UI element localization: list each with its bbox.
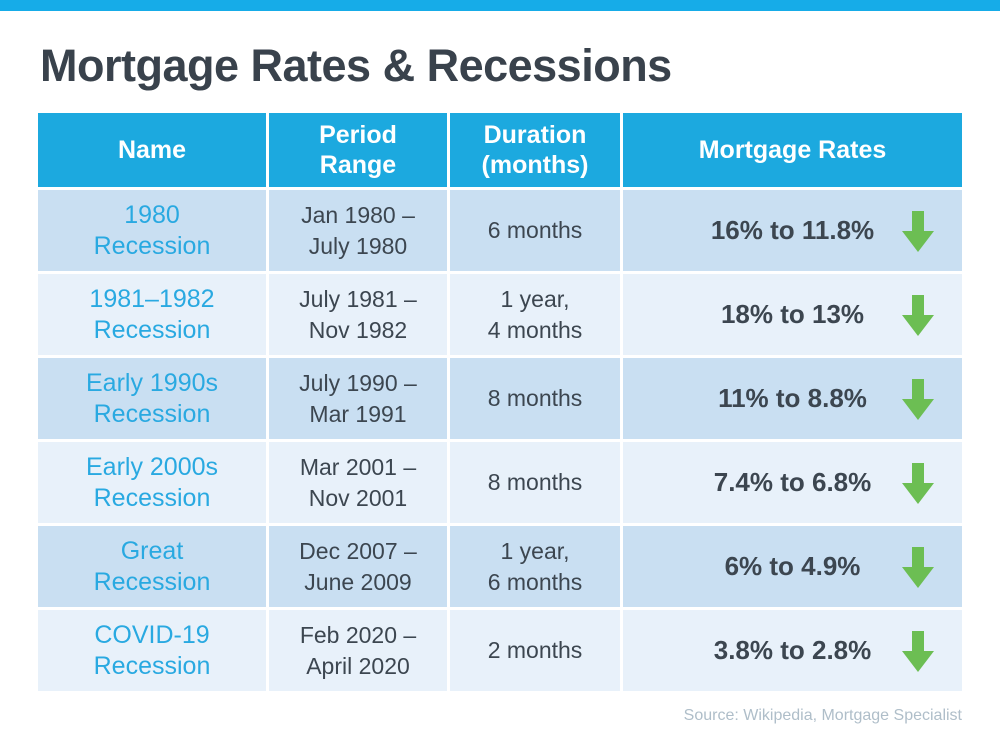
recessions-table: Name Period Range Duration (months) Mort… — [38, 113, 962, 691]
cell-line: 6 months — [487, 217, 583, 243]
cell-line: Nov 1982 — [308, 316, 408, 343]
row0-name-cell: 1980 Recession — [38, 190, 266, 271]
row3-duration-cell: 8 months — [450, 442, 620, 523]
row3-name-cell: Early 2000s Recession — [38, 442, 266, 523]
cell-line: Recession — [93, 567, 211, 596]
row0-rate-cell: 16% to 11.8% — [623, 190, 962, 271]
cell-line: 2 months — [487, 637, 583, 663]
cell-line: 1980 — [124, 200, 180, 229]
rate-value: 7.4% to 6.8% — [713, 467, 872, 497]
row4-name-cell: Great Recession — [38, 526, 266, 607]
down-arrow-icon — [902, 378, 934, 420]
header-line: Name — [117, 136, 187, 164]
row0-period-cell: Jan 1980 – July 1980 — [269, 190, 447, 271]
row4-period-cell: Dec 2007 – June 2009 — [269, 526, 447, 607]
cell-line: 1 year, — [500, 537, 570, 564]
header-line: Mortgage Rates — [698, 136, 887, 164]
down-arrow-icon — [902, 462, 934, 504]
row5-duration-cell: 2 months — [450, 610, 620, 691]
column-header-period-range: Period Range — [269, 113, 447, 187]
cell-line: Feb 2020 – — [299, 621, 417, 648]
down-arrow-icon — [902, 294, 934, 336]
header-line: (months) — [481, 151, 589, 179]
cell-line: Recession — [93, 651, 211, 680]
row3-period-cell: Mar 2001 – Nov 2001 — [269, 442, 447, 523]
cell-line: Mar 2001 – — [299, 453, 417, 480]
rate-value: 6% to 4.9% — [724, 551, 861, 581]
cell-line: April 2020 — [306, 652, 410, 679]
cell-line: 6 months — [487, 568, 583, 595]
row2-duration-cell: 8 months — [450, 358, 620, 439]
cell-line: COVID-19 — [94, 620, 210, 649]
row0-duration-cell: 6 months — [450, 190, 620, 271]
cell-line: 1 year, — [500, 285, 570, 312]
row1-rate-cell: 18% to 13% — [623, 274, 962, 355]
cell-line: June 2009 — [304, 568, 412, 595]
cell-line: 8 months — [487, 385, 583, 411]
row4-duration-cell: 1 year, 6 months — [450, 526, 620, 607]
column-header-name: Name — [38, 113, 266, 187]
cell-line: Recession — [93, 399, 211, 428]
row5-period-cell: Feb 2020 – April 2020 — [269, 610, 447, 691]
row4-rate-cell: 6% to 4.9% — [623, 526, 962, 607]
cell-line: Mar 1991 — [309, 400, 407, 427]
cell-line: Early 1990s — [85, 368, 219, 397]
column-header-mortgage-rates: Mortgage Rates — [623, 113, 962, 187]
header-line: Duration — [483, 121, 587, 149]
down-arrow-icon — [902, 210, 934, 252]
source-attribution: Source: Wikipedia, Mortgage Specialist — [683, 707, 962, 724]
cell-line: Dec 2007 – — [299, 537, 417, 564]
row5-name-cell: COVID-19 Recession — [38, 610, 266, 691]
row1-name-cell: 1981–1982 Recession — [38, 274, 266, 355]
cell-line: Recession — [93, 315, 211, 344]
rate-value: 11% to 8.8% — [718, 383, 867, 413]
cell-line: 4 months — [487, 316, 583, 343]
cell-line: July 1981 – — [299, 285, 417, 312]
cell-line: Great — [120, 536, 184, 565]
cell-line: 1981–1982 — [89, 284, 215, 313]
row3-rate-cell: 7.4% to 6.8% — [623, 442, 962, 523]
cell-line: Early 2000s — [85, 452, 219, 481]
row5-rate-cell: 3.8% to 2.8% — [623, 610, 962, 691]
top-accent-bar — [0, 0, 1000, 11]
row2-rate-cell: 11% to 8.8% — [623, 358, 962, 439]
cell-line: July 1980 — [308, 232, 408, 259]
down-arrow-icon — [902, 630, 934, 672]
header-line: Period — [319, 121, 397, 149]
cell-line: Nov 2001 — [308, 484, 408, 511]
cell-line: 8 months — [487, 469, 583, 495]
page-title: Mortgage Rates & Recessions — [40, 40, 672, 91]
row1-duration-cell: 1 year, 4 months — [450, 274, 620, 355]
cell-line: July 1990 – — [299, 369, 417, 396]
rate-value: 16% to 11.8% — [710, 215, 875, 245]
row1-period-cell: July 1981 – Nov 1982 — [269, 274, 447, 355]
cell-line: Jan 1980 – — [301, 201, 415, 228]
header-line: Range — [319, 151, 397, 179]
row2-name-cell: Early 1990s Recession — [38, 358, 266, 439]
column-header-duration: Duration (months) — [450, 113, 620, 187]
rate-value: 3.8% to 2.8% — [713, 635, 872, 665]
cell-line: Recession — [93, 231, 211, 260]
row2-period-cell: July 1990 – Mar 1991 — [269, 358, 447, 439]
rate-value: 18% to 13% — [720, 299, 865, 329]
down-arrow-icon — [902, 546, 934, 588]
cell-line: Recession — [93, 483, 211, 512]
